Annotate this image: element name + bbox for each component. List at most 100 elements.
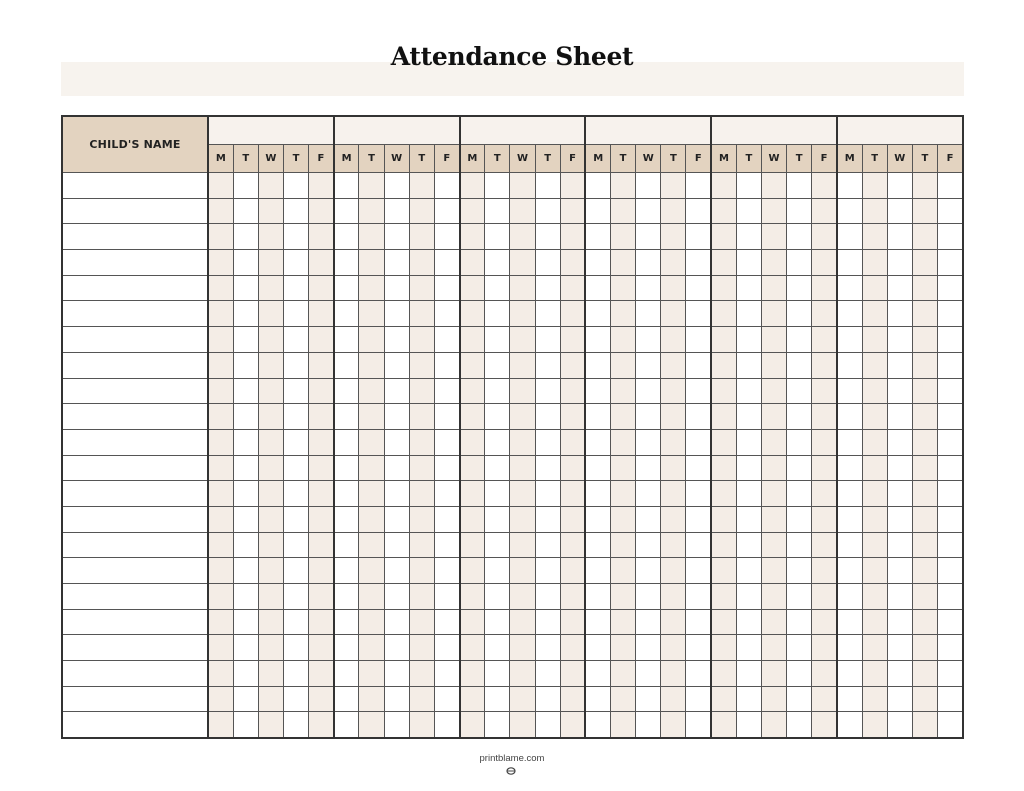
attendance-cell[interactable]: [282, 249, 310, 276]
attendance-cell[interactable]: [760, 634, 788, 662]
attendance-cell[interactable]: [534, 351, 561, 379]
attendance-cell[interactable]: [861, 274, 888, 302]
attendance-cell[interactable]: [609, 403, 637, 430]
attendance-cell[interactable]: [660, 351, 687, 379]
attendance-cell[interactable]: [937, 197, 964, 225]
attendance-cell[interactable]: [232, 377, 259, 405]
attendance-cell[interactable]: [735, 172, 762, 199]
attendance-cell[interactable]: [408, 685, 435, 713]
attendance-cell[interactable]: [609, 428, 637, 456]
attendance-cell[interactable]: [760, 557, 788, 584]
child-name-cell[interactable]: [61, 300, 209, 328]
attendance-cell[interactable]: [786, 531, 813, 559]
attendance-cell[interactable]: [735, 403, 762, 430]
attendance-cell[interactable]: [509, 326, 536, 353]
attendance-cell[interactable]: [886, 531, 913, 559]
attendance-cell[interactable]: [282, 377, 310, 405]
attendance-cell[interactable]: [232, 326, 259, 353]
attendance-cell[interactable]: [332, 377, 360, 405]
attendance-cell[interactable]: [458, 197, 486, 225]
attendance-cell[interactable]: [886, 711, 913, 739]
attendance-cell[interactable]: [735, 249, 762, 276]
attendance-cell[interactable]: [635, 505, 662, 533]
attendance-cell[interactable]: [861, 454, 888, 482]
attendance-cell[interactable]: [206, 583, 234, 610]
attendance-cell[interactable]: [282, 557, 310, 584]
attendance-cell[interactable]: [534, 634, 561, 662]
attendance-cell[interactable]: [911, 685, 939, 713]
attendance-cell[interactable]: [660, 172, 687, 199]
attendance-cell[interactable]: [206, 505, 234, 533]
attendance-cell[interactable]: [458, 377, 486, 405]
attendance-cell[interactable]: [937, 685, 964, 713]
attendance-cell[interactable]: [911, 505, 939, 533]
attendance-cell[interactable]: [358, 172, 385, 199]
attendance-cell[interactable]: [308, 505, 335, 533]
attendance-cell[interactable]: [609, 583, 637, 610]
attendance-cell[interactable]: [710, 583, 737, 610]
attendance-cell[interactable]: [911, 351, 939, 379]
attendance-cell[interactable]: [685, 274, 712, 302]
attendance-cell[interactable]: [257, 557, 284, 584]
attendance-cell[interactable]: [835, 557, 863, 584]
attendance-cell[interactable]: [861, 505, 888, 533]
attendance-cell[interactable]: [206, 300, 234, 328]
attendance-cell[interactable]: [609, 249, 637, 276]
attendance-cell[interactable]: [609, 557, 637, 584]
attendance-cell[interactable]: [786, 300, 813, 328]
attendance-cell[interactable]: [534, 428, 561, 456]
attendance-cell[interactable]: [383, 197, 410, 225]
attendance-cell[interactable]: [861, 608, 888, 636]
attendance-cell[interactable]: [835, 711, 863, 739]
attendance-cell[interactable]: [760, 197, 788, 225]
attendance-cell[interactable]: [408, 197, 435, 225]
attendance-cell[interactable]: [232, 660, 259, 687]
attendance-cell[interactable]: [458, 711, 486, 739]
attendance-cell[interactable]: [458, 403, 486, 430]
attendance-cell[interactable]: [232, 480, 259, 507]
attendance-cell[interactable]: [835, 223, 863, 251]
attendance-cell[interactable]: [811, 223, 838, 251]
attendance-cell[interactable]: [232, 685, 259, 713]
attendance-cell[interactable]: [332, 660, 360, 687]
attendance-cell[interactable]: [458, 531, 486, 559]
attendance-cell[interactable]: [609, 634, 637, 662]
attendance-cell[interactable]: [308, 274, 335, 302]
attendance-cell[interactable]: [232, 428, 259, 456]
attendance-cell[interactable]: [408, 351, 435, 379]
attendance-cell[interactable]: [937, 480, 964, 507]
attendance-cell[interactable]: [786, 172, 813, 199]
attendance-cell[interactable]: [534, 531, 561, 559]
attendance-cell[interactable]: [433, 377, 461, 405]
attendance-cell[interactable]: [835, 583, 863, 610]
attendance-cell[interactable]: [660, 660, 687, 687]
attendance-cell[interactable]: [206, 685, 234, 713]
attendance-cell[interactable]: [786, 634, 813, 662]
attendance-cell[interactable]: [509, 480, 536, 507]
attendance-cell[interactable]: [534, 608, 561, 636]
attendance-cell[interactable]: [332, 197, 360, 225]
attendance-cell[interactable]: [534, 583, 561, 610]
attendance-cell[interactable]: [484, 351, 511, 379]
attendance-cell[interactable]: [835, 634, 863, 662]
attendance-cell[interactable]: [861, 711, 888, 739]
attendance-cell[interactable]: [710, 480, 737, 507]
attendance-cell[interactable]: [685, 505, 712, 533]
attendance-cell[interactable]: [710, 351, 737, 379]
attendance-cell[interactable]: [911, 326, 939, 353]
attendance-cell[interactable]: [835, 608, 863, 636]
attendance-cell[interactable]: [358, 428, 385, 456]
attendance-cell[interactable]: [584, 608, 612, 636]
attendance-cell[interactable]: [635, 274, 662, 302]
attendance-cell[interactable]: [257, 531, 284, 559]
attendance-cell[interactable]: [509, 685, 536, 713]
attendance-cell[interactable]: [332, 608, 360, 636]
attendance-cell[interactable]: [760, 428, 788, 456]
attendance-cell[interactable]: [811, 583, 838, 610]
attendance-cell[interactable]: [383, 377, 410, 405]
attendance-cell[interactable]: [332, 685, 360, 713]
attendance-cell[interactable]: [559, 480, 586, 507]
attendance-cell[interactable]: [484, 711, 511, 739]
attendance-cell[interactable]: [534, 172, 561, 199]
attendance-cell[interactable]: [811, 172, 838, 199]
